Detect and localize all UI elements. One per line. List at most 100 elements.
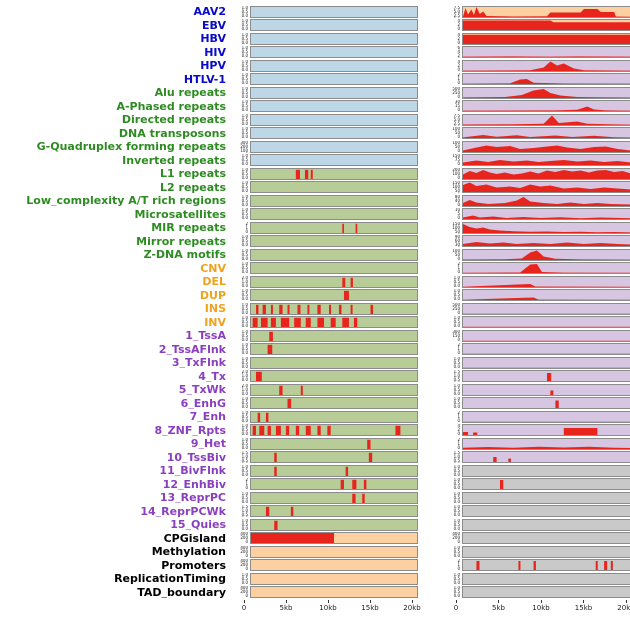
right-track-panel [462,221,630,234]
y-axis-tick: 0.5 [241,238,248,244]
y-axis-tick: 2.0 [241,370,248,375]
y-axis-tick: 1 [245,481,248,487]
right-track-panel [462,518,630,531]
x-axis-tick-label: 20kb [403,604,421,612]
signal-plot [251,263,417,273]
y-axis-tick: 15 [454,103,460,109]
y-axis-tick: 0.5 [241,49,248,55]
track-label: DEL [202,276,226,288]
track-label: CPGisland [163,532,226,544]
track-label: DNA transposons [118,127,226,139]
right-track-panel [462,289,630,302]
right-track-panel [462,302,630,315]
track-row: CNV 1.0 0.5 0.0 2 1 0 [0,262,630,276]
y-axis-tick: 2 [457,35,460,41]
track-row: EBV 1.0 0.5 0.0 4 2 0 [0,19,630,33]
x-axis-tick-mark [455,600,457,603]
track-label: Mirror repeats [136,235,226,247]
signal-plot [547,373,552,382]
y-axis-tick: 0.0 [241,390,248,396]
y-axis-tick: 0.0 [241,282,248,288]
signal-plot [499,480,504,490]
signal-plot [251,34,417,44]
right-track-panel [462,46,630,59]
track-label: HPV [200,60,226,72]
y-axis-tick: 1.0 [241,572,248,577]
y-axis-tick: 1.5 [241,505,248,510]
track-row: DNA transposons 1.0 0.5 0.0 100 50 0 [0,127,630,141]
right-track-panel [462,248,630,261]
y-axis-tick: 1.0 [241,386,248,392]
right-track-panel [462,154,630,167]
y-axis-tick: 0.0 [241,431,248,437]
left-track-panel [250,370,418,383]
signal-plot [463,367,630,368]
signal-plot [343,291,349,301]
y-axis-tick: 300 [240,140,248,145]
y-axis-tick: 0.5 [241,89,248,95]
y-axis-tick: 1 [245,224,248,230]
track-row: 2_TssAFlnk 1.0 0.5 0.0 2 1 0 [0,343,630,357]
signal-plot [251,587,417,597]
track-label: 8_ZNF_Rpts [154,424,227,436]
y-axis-tick: 1.0 [241,248,248,253]
y-axis-tick-labels: 1.0 0.5 0.0 [232,424,250,436]
left-track-panel [250,343,418,356]
y-axis-tick: 2.0 [241,275,248,280]
y-axis-tick: 500 [452,86,460,91]
y-axis-tick: 10 [454,208,460,213]
y-axis-tick: 100 [452,127,460,132]
y-axis-tick: 0.0 [241,336,248,342]
y-axis-tick: 1.0 [453,275,460,280]
right-track-panel [462,397,630,410]
y-axis-tick: 100 [452,224,460,230]
y-axis-tick-labels: 1.0 0.5 0.0 [418,573,462,585]
track-label: 5_TxWk [178,384,226,396]
y-axis-tick: 0.0 [241,350,248,356]
y-axis-tick: 1.0 [453,454,460,460]
x-axis-tick-label: 15kb [574,604,593,612]
y-axis-tick-labels: 500 250 0 [418,87,462,99]
track-row: Microsatellites 1.0 0.5 0.0 10 5 0 [0,208,630,222]
y-axis-tick: 1.0 [241,356,248,361]
left-track-panel [250,140,418,153]
signal-plot [463,34,630,44]
y-axis-tick-labels: 1.0 0.5 0.0 [418,357,462,369]
track-row: 7_Enh 1.0 0.5 0.0 2 1 0 [0,410,630,424]
track-row: 5_TxWk 2.0 1.0 0.0 1.0 0.5 0.0 [0,383,630,397]
left-track-panel [250,356,418,369]
signal-plot [251,547,417,557]
signal-plot [252,426,401,436]
y-axis-tick-labels: 1.0 0.5 0.0 [232,465,250,477]
y-axis-tick: 2 [457,73,460,78]
y-axis-tick-labels: 10 5 0 [418,208,462,220]
y-axis-tick: 1.0 [241,329,248,334]
y-axis-tick: 0.5 [453,458,460,464]
signal-plot [463,297,630,301]
y-axis-tick: 200 [240,143,248,149]
signal-plot [463,466,630,476]
y-axis-tick: 2 [457,559,460,564]
y-axis-tick-labels: 1.0 0.5 0.0 [418,397,462,409]
y-axis-tick: 1.0 [241,113,248,118]
right-track-panel [462,464,630,477]
y-axis-tick: 0 [457,26,460,32]
left-track-panel [250,478,418,491]
y-axis-tick: 0.0 [241,525,248,531]
y-axis-tick: 4 [457,19,460,24]
y-axis-tick-labels: 1.0 0.5 0.0 [418,478,462,490]
y-axis-tick: 0 [457,539,460,545]
signal-plot [555,400,559,409]
track-label: AAV2 [193,6,226,18]
signal-plot [463,313,630,314]
track-row: INV 1.0 0.5 0.0 1.0 0.5 0.0 [0,316,630,330]
y-axis-tick: 0.5 [241,251,248,257]
y-axis-tick-labels: 9060300 [418,235,462,247]
track-label: Z-DNA motifs [143,249,226,261]
y-axis-tick-labels: 1.0 0.5 0.0 [232,19,250,31]
left-track-panel [250,113,418,126]
